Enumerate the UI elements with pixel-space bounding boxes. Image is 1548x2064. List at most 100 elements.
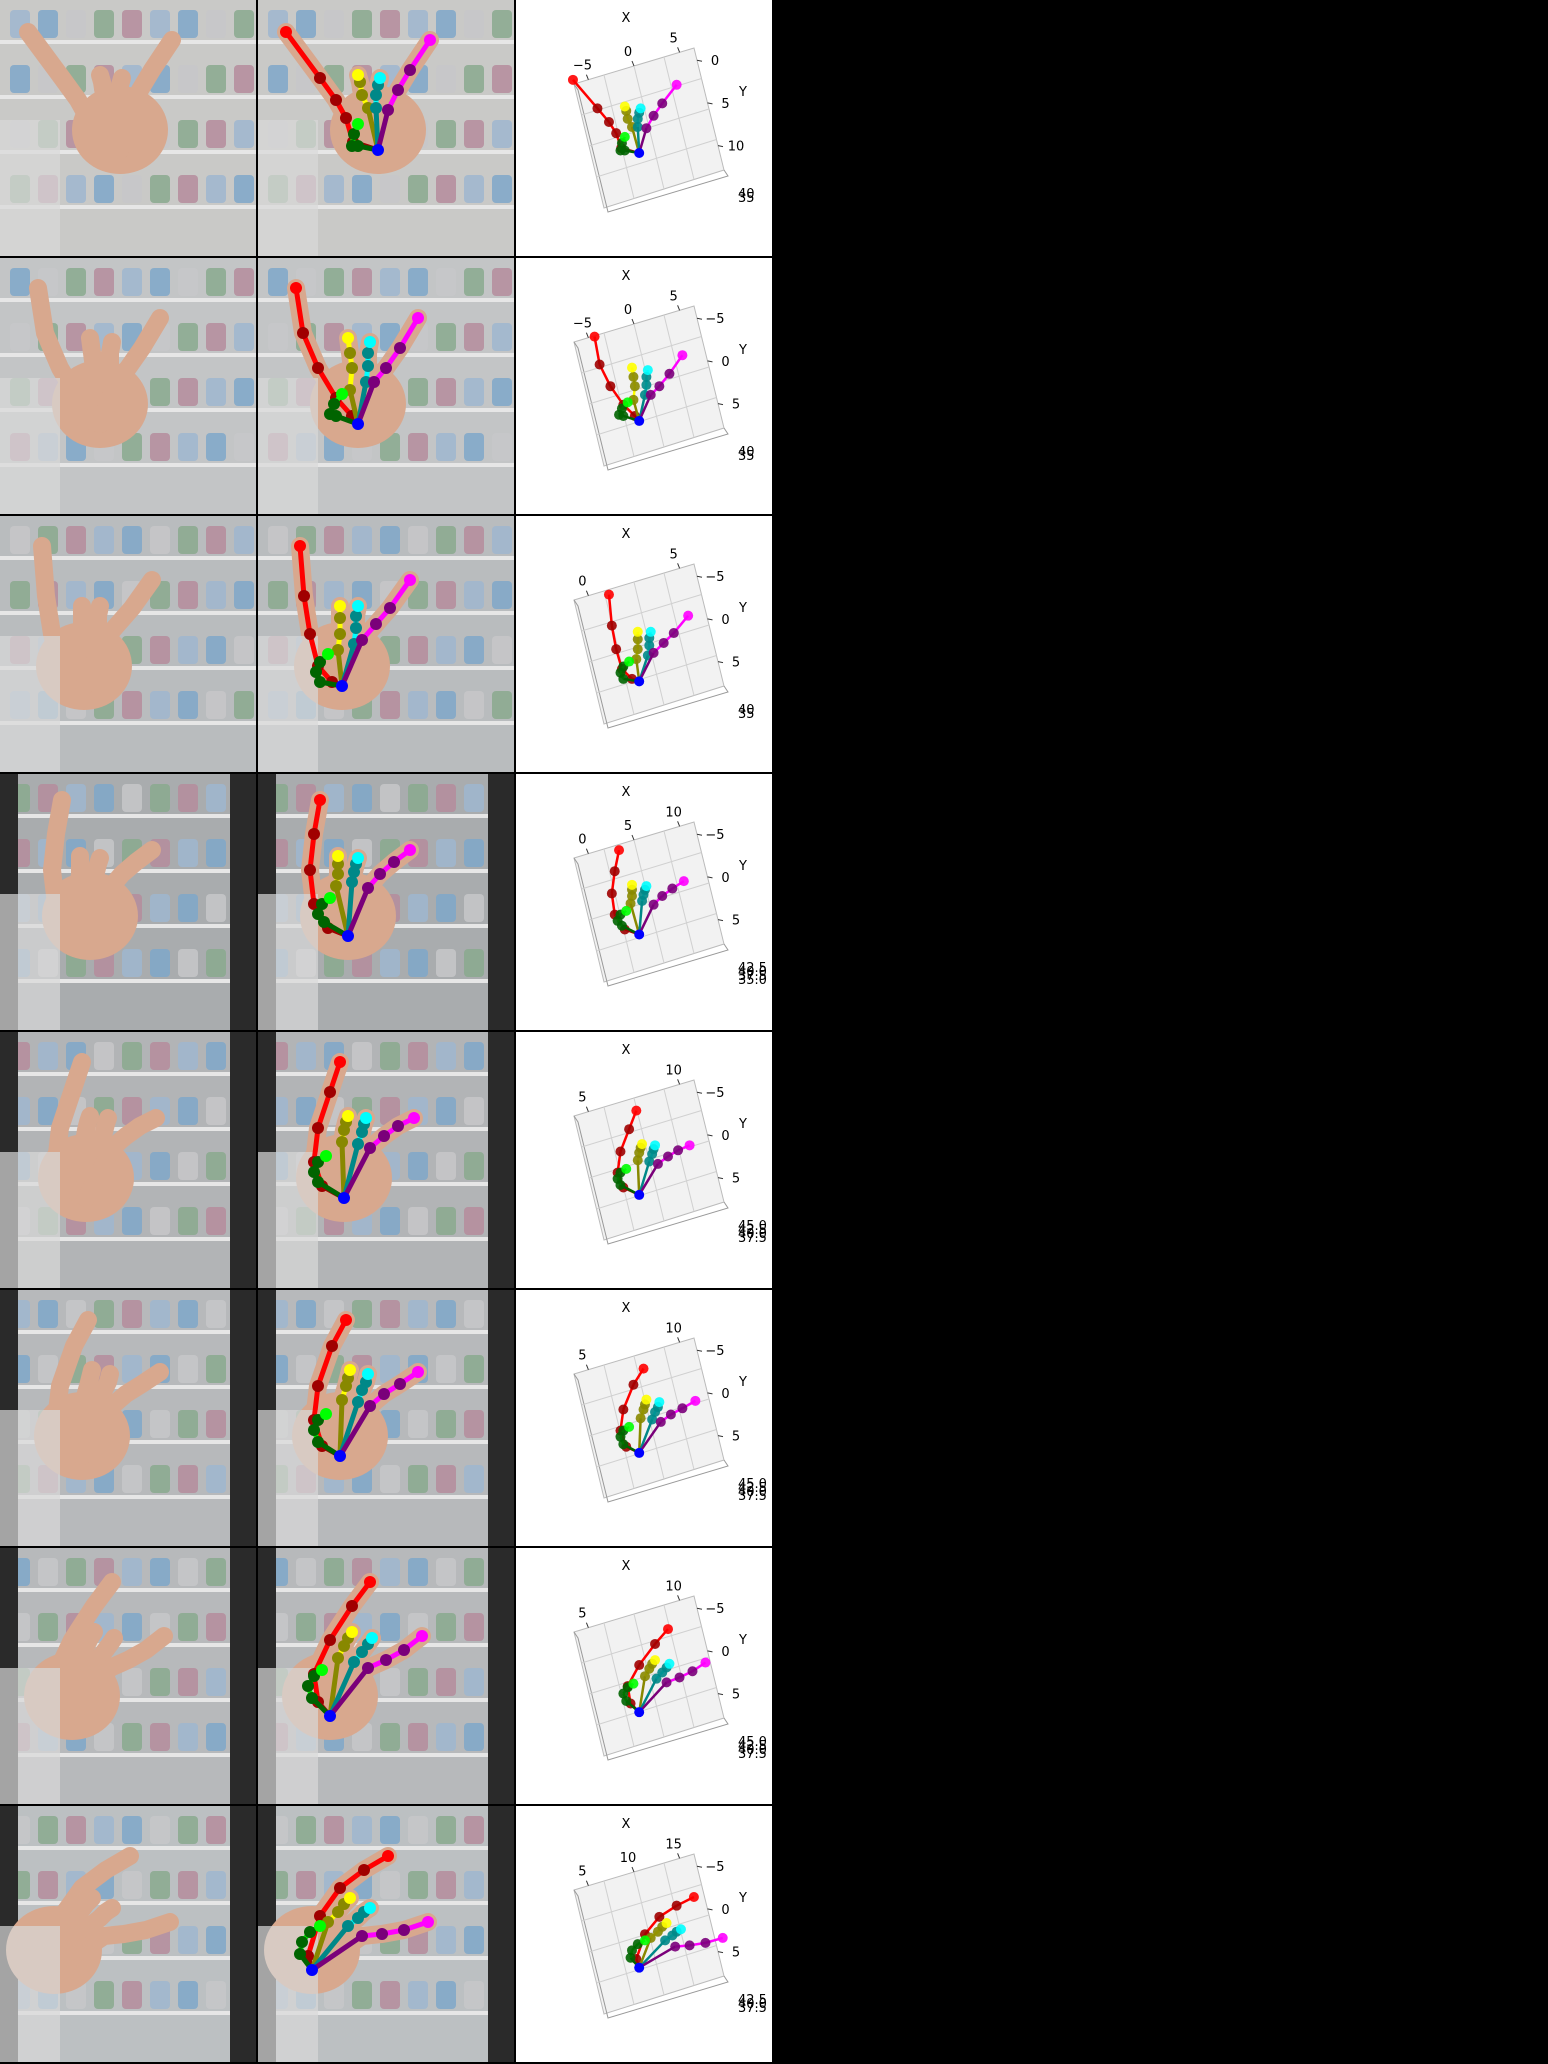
y-tick-label: 0 <box>721 1129 729 1144</box>
hand-keypoint-overlay <box>258 258 514 514</box>
x-tick-label: 5 <box>669 31 677 46</box>
grid-row: X 0 5 10 Y −5 0 5 42.5 40.0 37.5 35.0 <box>0 774 772 1030</box>
x-tick-label: 0 <box>578 833 586 848</box>
hand-3d-plot: X 5 10 Y −5 0 5 45.0 42.5 40.0 37.5 <box>516 1548 772 1804</box>
y-tick-label: −5 <box>705 828 724 843</box>
z-tick-label: 40.0 <box>738 1997 767 2012</box>
hand-3d-plot: X 0 5 Y −5 0 5 40 35 <box>516 516 772 772</box>
x-tick-label: 5 <box>669 547 677 562</box>
x-tick-label: 10 <box>665 1063 682 1078</box>
z-tick-label: 45.0 <box>738 1477 767 1492</box>
z-tick-label: 37.5 <box>738 1747 767 1762</box>
x-tick-label: 10 <box>665 1579 682 1594</box>
hand-pose-grid: X −5 0 5 Y 0 5 10 40 35 X −5 0 5 Y −5 0 5 40 35 X 0 5 Y −5 0 5 40 35… <box>0 0 772 2064</box>
hand-photo <box>0 1548 256 1804</box>
y-tick-label: 5 <box>732 1688 740 1703</box>
hand-photo <box>0 1806 256 2062</box>
x-axis-title: X <box>622 1559 631 1574</box>
x-tick-label: 5 <box>578 1607 586 1622</box>
x-axis-title: X <box>622 1043 631 1058</box>
z-tick-label: 35.0 <box>738 973 767 988</box>
hand-keypoint-overlay <box>258 1548 514 1804</box>
y-tick-label: −5 <box>705 1602 724 1617</box>
y-axis-title: Y <box>738 1891 747 1906</box>
y-axis-title: Y <box>738 343 747 358</box>
y-tick-label: 5 <box>721 97 729 112</box>
y-tick-label: 0 <box>721 871 729 886</box>
hand-keypoint-overlay <box>258 516 514 772</box>
grid-row: X 5 10 15 Y −5 0 5 42.5 40.0 37.5 <box>0 1806 772 2062</box>
y-axis-title: Y <box>738 601 747 616</box>
x-axis-title: X <box>622 1301 631 1316</box>
hand-3d-plot: X −5 0 5 Y −5 0 5 40 35 <box>516 258 772 514</box>
x-axis-title: X <box>622 527 631 542</box>
hand-3d-plot: X −5 0 5 Y 0 5 10 40 35 <box>516 0 772 256</box>
z-tick-label: 37.5 <box>738 2001 767 2016</box>
y-tick-label: 0 <box>721 613 729 628</box>
hand-photo <box>0 258 256 514</box>
y-axis-title: Y <box>738 859 747 874</box>
y-tick-label: −5 <box>705 1860 724 1875</box>
hand-photo <box>0 1290 256 1546</box>
grid-row: X 5 10 Y −5 0 5 45.0 42.5 40.0 37.5 <box>0 1548 772 1804</box>
hand-3d-plot: X 5 10 Y −5 0 5 45.0 42.5 40.0 37.5 <box>516 1290 772 1546</box>
z-tick-label: 35 <box>738 191 755 206</box>
x-tick-label: 10 <box>665 1321 682 1336</box>
x-tick-label: 5 <box>578 1349 586 1364</box>
y-tick-label: 10 <box>728 140 745 155</box>
grid-row: X −5 0 5 Y 0 5 10 40 35 <box>0 0 772 256</box>
x-tick-label: 10 <box>665 805 682 820</box>
grid-row: X 5 10 Y −5 0 5 45.0 42.5 40.0 37.5 <box>0 1032 772 1288</box>
grid-row: X 5 10 Y −5 0 5 45.0 42.5 40.0 37.5 <box>0 1290 772 1546</box>
x-tick-label: 0 <box>624 303 632 318</box>
z-tick-label: 42.5 <box>738 961 767 976</box>
hand-keypoint-overlay <box>258 0 514 256</box>
x-tick-label: 0 <box>624 45 632 60</box>
y-axis-title: Y <box>738 1117 747 1132</box>
y-tick-label: −5 <box>705 1086 724 1101</box>
x-axis-title: X <box>622 11 631 26</box>
x-tick-label: 0 <box>578 575 586 590</box>
x-tick-label: 5 <box>578 1865 586 1880</box>
hand-3d-plot: X 0 5 10 Y −5 0 5 42.5 40.0 37.5 35.0 <box>516 774 772 1030</box>
z-tick-label: 40.0 <box>738 965 767 980</box>
z-tick-label: 40.0 <box>738 1485 767 1500</box>
hand-3d-plot: X 5 10 Y −5 0 5 45.0 42.5 40.0 37.5 <box>516 1032 772 1288</box>
hand-keypoint-overlay <box>258 1032 514 1288</box>
hand-keypoint-overlay <box>258 1806 514 2062</box>
x-axis-title: X <box>622 1817 631 1832</box>
y-axis-title: Y <box>738 1633 747 1648</box>
x-tick-label: 5 <box>669 289 677 304</box>
z-tick-label: 45.0 <box>738 1219 767 1234</box>
hand-keypoint-overlay <box>258 1290 514 1546</box>
z-tick-label: 40 <box>738 445 755 460</box>
y-tick-label: 5 <box>732 1430 740 1445</box>
y-tick-label: −5 <box>705 1344 724 1359</box>
z-tick-label: 42.5 <box>738 1739 767 1754</box>
z-tick-label: 42.5 <box>738 1481 767 1496</box>
y-axis-title: Y <box>738 85 747 100</box>
z-tick-label: 42.5 <box>738 1993 767 2008</box>
y-tick-label: 5 <box>732 914 740 929</box>
z-tick-label: 45.0 <box>738 1735 767 1750</box>
hand-photo <box>0 774 256 1030</box>
y-tick-label: 5 <box>732 1172 740 1187</box>
x-axis-title: X <box>622 269 631 284</box>
y-axis-title: Y <box>738 1375 747 1390</box>
y-tick-label: −5 <box>705 312 724 327</box>
z-tick-label: 40 <box>738 703 755 718</box>
y-tick-label: 0 <box>711 54 719 69</box>
blank-area <box>772 0 1548 2064</box>
hand-keypoint-overlay <box>258 774 514 1030</box>
hand-photo <box>0 0 256 256</box>
grid-row: X 0 5 Y −5 0 5 40 35 <box>0 516 772 772</box>
grid-row: X −5 0 5 Y −5 0 5 40 35 <box>0 258 772 514</box>
x-tick-label: −5 <box>573 317 592 332</box>
z-tick-label: 35 <box>738 449 755 464</box>
x-tick-label: −5 <box>573 59 592 74</box>
y-tick-label: −5 <box>705 570 724 585</box>
z-tick-label: 37.5 <box>738 1231 767 1246</box>
y-tick-label: 0 <box>721 1387 729 1402</box>
z-tick-label: 37.5 <box>738 969 767 984</box>
hand-photo <box>0 516 256 772</box>
